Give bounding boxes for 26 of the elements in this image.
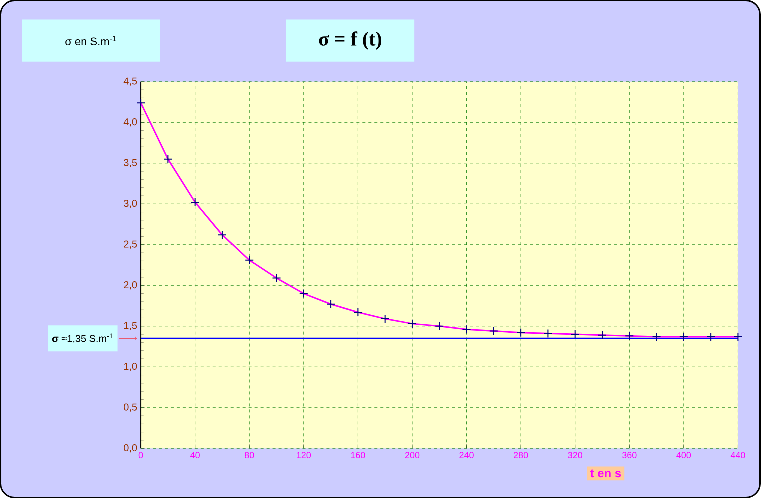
x-axis-title: t en s: [590, 469, 622, 478]
x-tick-label: 160: [351, 452, 366, 458]
x-tick-label: 400: [676, 452, 692, 458]
y-tick-label: 3,0: [124, 200, 138, 208]
y-tick-label: 0,5: [124, 404, 138, 412]
y-tick-label: 3,5: [124, 159, 138, 168]
chart-title: σ = f (t): [319, 31, 382, 50]
x-tick-label: 40: [190, 452, 200, 458]
x-tick-label: 200: [405, 452, 420, 458]
x-tick-label: 120: [297, 452, 312, 458]
x-tick-label: 280: [514, 452, 528, 458]
x-tick-label: 440: [730, 452, 746, 458]
x-tick-label: 80: [245, 452, 254, 458]
y-tick-label: 2,0: [124, 281, 138, 290]
y-tick-label: 1,5: [124, 322, 138, 330]
y-tick-label: 1,0: [124, 362, 138, 372]
x-tick-label: 320: [568, 452, 582, 458]
x-tick-label: 240: [460, 452, 474, 458]
y-tick-label: 4,0: [124, 118, 138, 127]
x-tick-label: 360: [622, 452, 637, 458]
ref-line-label: σ ≈1,35 S.m$^{-1}$: [52, 334, 113, 344]
y-tick-label: 2,5: [124, 240, 138, 249]
y-tick-label: 4,5: [124, 78, 138, 86]
x-tick-label: 0: [138, 452, 144, 458]
y-axis-title: σ en S.m$^{-1}$: [66, 36, 116, 46]
y-tick-label: 0,0: [124, 444, 138, 453]
